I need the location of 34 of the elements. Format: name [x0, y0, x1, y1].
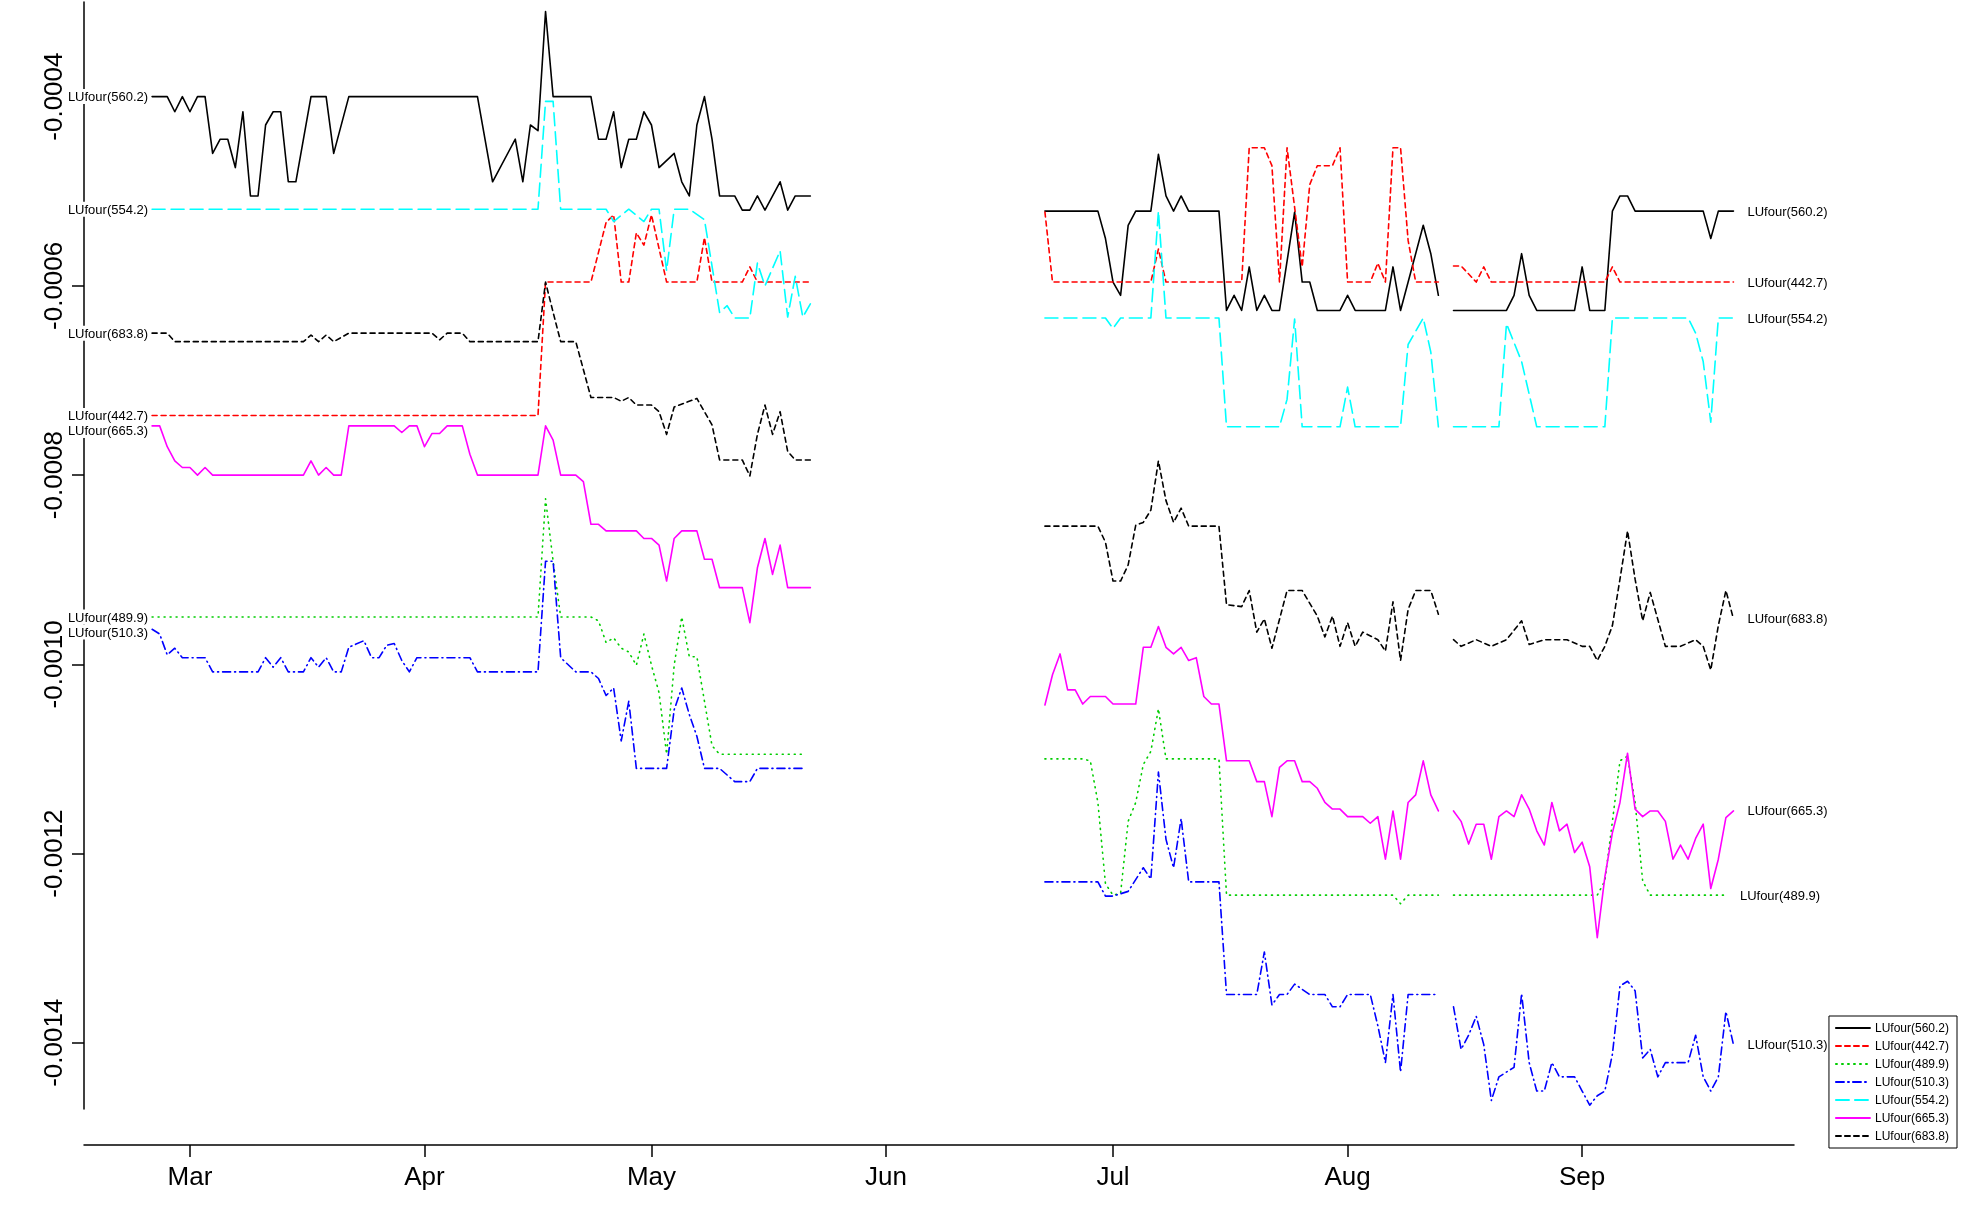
text: LUfour(560.2) [67, 89, 149, 105]
x-tick-label: Mar [167, 1161, 213, 1191]
y-tick-label: -0.0012 [38, 809, 68, 898]
text: LUfour(683.8) [1747, 611, 1828, 627]
legend-label: LUfour(554.2) [1874, 1093, 1950, 1107]
y-tick-label: -0.0008 [38, 430, 68, 520]
y-tick-label: -0.0006 [38, 241, 68, 330]
legend-label: LUfour(665.3) [1874, 1111, 1950, 1125]
x-tick-label: Sep [1559, 1161, 1606, 1191]
y-tick-label: -0.0014 [38, 998, 68, 1087]
text: LUfour(489.9) [67, 609, 149, 625]
x-tick-label: Apr [404, 1161, 446, 1191]
legend-label: LUfour(442.7) [1874, 1039, 1950, 1053]
text: LUfour(560.2) [1747, 203, 1828, 219]
legend-label: LUfour(510.3) [1874, 1075, 1950, 1089]
text: LUfour(554.2) [67, 201, 149, 217]
x-tick-label: Jul [1096, 1161, 1130, 1191]
legend-label: LUfour(683.8) [1874, 1129, 1950, 1143]
x-tick-label: Jun [865, 1161, 907, 1191]
text: LUfour(442.7) [1747, 274, 1828, 290]
x-tick-label: Aug [1324, 1161, 1371, 1191]
text: LUfour(683.8) [67, 325, 149, 341]
text: LUfour(489.9) [1739, 887, 1821, 903]
legend-label: LUfour(560.2) [1874, 1021, 1950, 1035]
y-tick-label: -0.0004 [38, 52, 68, 141]
text: LUfour(510.3) [67, 624, 149, 640]
text: LUfour(665.3) [1747, 803, 1828, 819]
legend-label: LUfour(489.9) [1874, 1057, 1950, 1071]
y-tick-label: -0.0010 [38, 620, 68, 709]
text: LUfour(442.7) [67, 407, 149, 423]
text: LUfour(510.3) [1747, 1037, 1828, 1053]
x-tick-label: May [626, 1161, 677, 1191]
text: LUfour(665.3) [67, 422, 149, 438]
text: LUfour(554.2) [1747, 310, 1828, 326]
